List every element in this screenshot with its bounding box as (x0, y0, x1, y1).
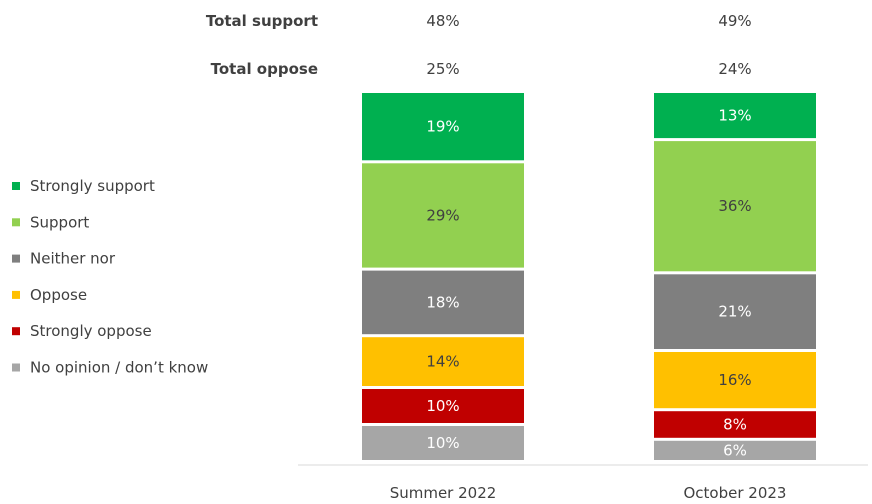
legend-label-no-opinion-don-t-know: No opinion / don’t know (30, 359, 208, 377)
category-label-october-2023: October 2023 (684, 484, 787, 502)
data-label-oppose-october-2023: 16% (718, 371, 751, 389)
legend-swatch-strongly-oppose (12, 327, 20, 336)
legend-label-strongly-oppose: Strongly oppose (30, 322, 152, 340)
category-label-summer-2022: Summer 2022 (390, 484, 497, 502)
data-label-oppose-summer-2022: 14% (426, 353, 459, 371)
legend-swatch-neither-nor (12, 254, 20, 263)
summary-value-total-support-october-2023: 49% (718, 12, 751, 30)
bar-support-october-2023 (654, 141, 816, 272)
legend-swatch-oppose (12, 290, 20, 299)
bar-oppose-october-2023 (654, 352, 816, 409)
bar-strongly-oppose-summer-2022 (362, 389, 524, 423)
legend-swatch-no-opinion-don-t-know (12, 363, 20, 372)
bar-strongly-oppose-october-2023 (654, 411, 816, 438)
summary-label-total-oppose: Total oppose (211, 60, 318, 78)
summary-value-total-oppose-summer-2022: 25% (426, 60, 459, 78)
data-label-no-opinion-don-t-know-october-2023: 6% (723, 441, 747, 459)
bar-no-opinion-don-t-know-october-2023 (654, 440, 816, 460)
summary-rows: Total support 48% 49% Total oppose 25% 24% (206, 12, 752, 78)
data-label-neither-nor-october-2023: 21% (718, 303, 751, 321)
bar-strongly-support-october-2023 (654, 93, 816, 139)
data-label-strongly-support-october-2023: 13% (718, 107, 751, 125)
category-labels: Summer 2022 October 2023 (390, 484, 787, 502)
bar-strongly-support-summer-2022 (362, 93, 524, 161)
bar-support-summer-2022 (362, 163, 524, 268)
legend-label-support: Support (30, 213, 89, 231)
legend-swatch-strongly-support (12, 182, 20, 190)
data-label-support-summer-2022: 29% (426, 206, 459, 224)
legend-label-oppose: Oppose (30, 286, 87, 304)
legend-swatch-support (12, 218, 20, 227)
data-label-neither-nor-summer-2022: 18% (426, 293, 459, 311)
bar-no-opinion-don-t-know-summer-2022 (362, 426, 524, 460)
legend-label-strongly-support: Strongly support (30, 177, 155, 195)
data-label-strongly-support-summer-2022: 19% (426, 118, 459, 136)
summary-value-total-oppose-october-2023: 24% (718, 60, 751, 78)
summary-label-total-support: Total support (206, 12, 318, 30)
data-label-strongly-oppose-summer-2022: 10% (426, 397, 459, 415)
data-label-no-opinion-don-t-know-summer-2022: 10% (426, 434, 459, 452)
bar-neither-nor-october-2023 (654, 274, 816, 349)
bar-oppose-summer-2022 (362, 337, 524, 386)
data-label-support-october-2023: 36% (718, 197, 751, 215)
summary-value-total-support-summer-2022: 48% (426, 12, 459, 30)
bars: 19% 29% 18% 14% 10% 10% 13% 36% 21% 16% 8% 6% (362, 93, 816, 460)
legend: Strongly support Support Neither nor Oppose… (12, 177, 208, 377)
data-label-strongly-oppose-october-2023: 8% (723, 416, 747, 434)
bar-neither-nor-summer-2022 (362, 270, 524, 335)
legend-label-neither-nor: Neither nor (30, 250, 116, 268)
